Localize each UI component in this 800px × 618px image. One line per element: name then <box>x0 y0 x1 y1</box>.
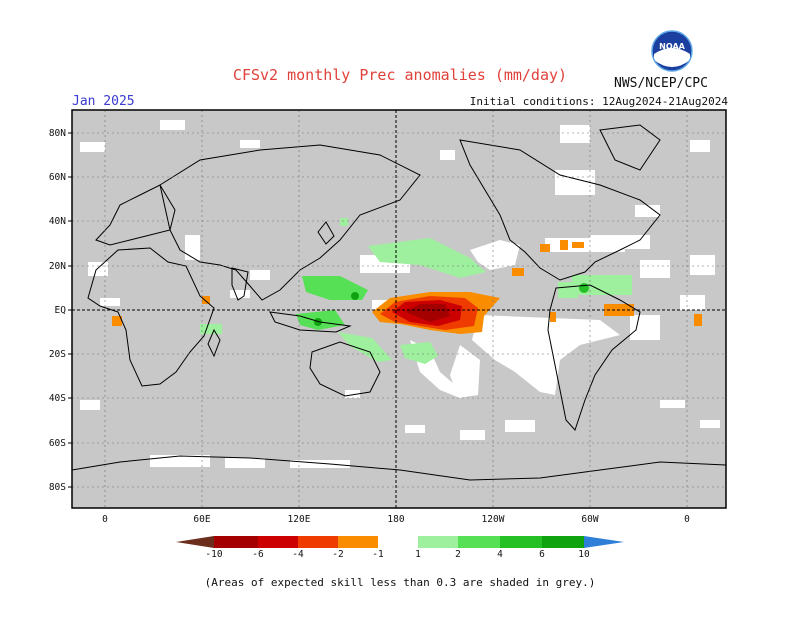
legend-tick: -1 <box>372 549 384 560</box>
skill-footnote: (Areas of expected skill less than 0.3 a… <box>204 576 596 589</box>
map-frame <box>71 109 727 509</box>
forecast-month: Jan 2025 <box>72 94 135 109</box>
legend-swatch <box>214 536 258 548</box>
lon-label: 0 <box>684 514 690 525</box>
legend-tick: 4 <box>497 549 503 560</box>
lon-label: 120W <box>482 514 505 525</box>
legend-swatch <box>338 536 378 548</box>
lon-label: 120E <box>288 514 311 525</box>
lon-label: 0 <box>102 514 108 525</box>
lat-ticks <box>68 132 72 488</box>
map-title: CFSv2 monthly Prec anomalies (mm/day) <box>232 66 568 84</box>
legend-arrow-right <box>584 536 624 548</box>
lat-label: 40S <box>49 393 66 404</box>
legend-arrow-left <box>176 536 214 548</box>
noaa-logo: NOAA <box>651 30 693 72</box>
legend-tick: -10 <box>205 549 222 560</box>
lat-labels: 80N 60N 40N 20N EQ 20S 40S 60S 80S <box>49 128 66 493</box>
legend-swatch <box>378 536 418 548</box>
legend-tick: -6 <box>252 549 264 560</box>
dry-anomaly-patches <box>112 240 702 334</box>
legend-tick: 2 <box>455 549 461 560</box>
legend-swatch <box>458 536 500 548</box>
lon-label: 60W <box>581 514 598 525</box>
lat-label: 80N <box>49 128 66 139</box>
gridlines <box>72 110 726 508</box>
legend-swatch <box>500 536 542 548</box>
wet-anomaly-patches <box>200 218 632 364</box>
legend-tick: 10 <box>578 549 590 560</box>
lat-label: 60N <box>49 172 66 183</box>
legend-swatch <box>298 536 338 548</box>
lat-label: 80S <box>49 482 66 493</box>
lon-label: 180 <box>387 514 404 525</box>
legend-swatch <box>542 536 584 548</box>
color-legend: -10 -6 -4 -2 -1 1 2 4 6 10 <box>176 536 624 560</box>
lat-label: 20S <box>49 349 66 360</box>
legend-tick: -4 <box>292 549 304 560</box>
lon-labels: 0 60E 120E 180 120W 60W 0 <box>102 514 690 525</box>
lat-label: EQ <box>55 305 67 316</box>
noaa-logo-text: NOAA <box>659 42 685 51</box>
agency-label: NWS/NCEP/CPC <box>614 76 708 91</box>
lon-label: 60E <box>193 514 210 525</box>
lat-label: 40N <box>49 216 66 227</box>
legend-tick: 1 <box>415 549 421 560</box>
initial-conditions: Initial conditions: 12Aug2024-21Aug2024 <box>469 95 728 108</box>
legend-tick: 6 <box>539 549 545 560</box>
coastlines <box>72 124 726 481</box>
lat-label: 60S <box>49 438 66 449</box>
legend-tick: -2 <box>332 549 343 560</box>
legend-swatch <box>418 536 458 548</box>
lat-label: 20N <box>49 261 66 272</box>
legend-swatch <box>258 536 298 548</box>
